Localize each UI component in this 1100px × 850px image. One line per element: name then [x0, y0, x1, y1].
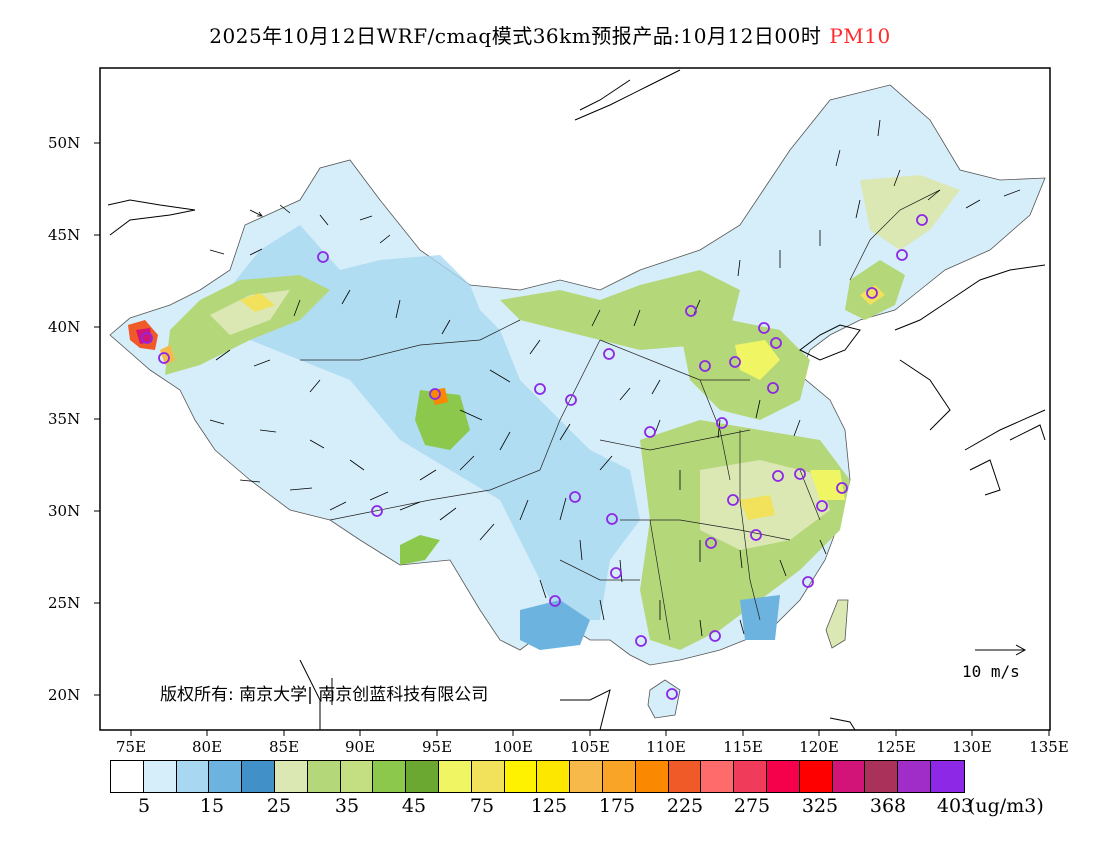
lon-label-75e: 75E [115, 738, 147, 756]
lon-label-115e: 115E [723, 738, 763, 756]
lon-label-130e: 130E [952, 738, 992, 756]
lon-label-95e: 95E [421, 738, 453, 756]
legend-swatch [373, 761, 407, 792]
wind-vectors [209, 119, 1021, 637]
legend-swatch [766, 761, 800, 792]
legend-swatch [242, 761, 275, 792]
lon-label-80e: 80E [191, 738, 223, 756]
legend-swatch [930, 761, 964, 792]
lat-label-25n: 25N [48, 594, 81, 612]
lat-label-50n: 50N [48, 134, 81, 152]
legend-label: 175 [598, 795, 636, 817]
lat-label-20n: 20N [48, 686, 81, 704]
legend-unit: (ug/m3) [968, 795, 1044, 817]
copyright-text: 版权所有: 南京大学| 南京创蓝科技有限公司 [160, 685, 489, 705]
wind-reference-label: 10 m/s [962, 662, 1020, 681]
legend-swatch [799, 761, 833, 792]
province-borders [300, 189, 941, 641]
legend-swatch [898, 761, 931, 792]
legend-swatch [340, 761, 374, 792]
legend-swatch [471, 761, 505, 792]
legend-swatch [504, 761, 538, 792]
lat-label-45n: 45N [48, 226, 81, 244]
legend-label: 5 [137, 795, 151, 817]
legend-swatch [209, 761, 243, 792]
legend-swatch [602, 761, 636, 792]
lon-label-125e: 125E [876, 738, 916, 756]
legend-label: 25 [266, 795, 292, 817]
legend-label: 275 [733, 795, 771, 817]
legend-swatch [274, 761, 308, 792]
legend-label: 325 [801, 795, 839, 817]
legend-label: 45 [401, 795, 427, 817]
legend-swatch [307, 761, 341, 792]
lon-label-85e: 85E [268, 738, 300, 756]
legend-swatch [406, 761, 439, 792]
legend-label: 35 [334, 795, 360, 817]
legend-label: 403 [936, 795, 974, 817]
legend-swatch [832, 761, 866, 792]
concentration-field [128, 175, 960, 650]
legend-label: 368 [869, 795, 907, 817]
lon-label-105e: 105E [570, 738, 610, 756]
legend-swatch [701, 761, 735, 792]
station-markers [141, 214, 928, 700]
lon-label-110e: 110E [646, 738, 686, 756]
map-title: 2025年10月12日WRF/cmaq模式36km预报产品:10月12日00时 P… [0, 20, 1100, 49]
legend-swatch [537, 761, 571, 792]
legend-label: 75 [469, 795, 495, 817]
legend-swatch [111, 761, 144, 792]
axis-ticks [94, 142, 1050, 736]
color-legend [110, 760, 965, 793]
title-text: 2025年10月12日WRF/cmaq模式36km预报产品:10月12日00时 [209, 24, 822, 48]
lon-label-100e: 100E [493, 738, 533, 756]
legend-swatch [668, 761, 702, 792]
lat-label-35n: 35N [48, 410, 81, 428]
lon-label-135e: 135E [1029, 738, 1069, 756]
lon-label-90e: 90E [344, 738, 376, 756]
legend-swatch [438, 761, 472, 792]
lat-label-30n: 30N [48, 502, 81, 520]
legend-swatch [635, 761, 669, 792]
lon-label-120e: 120E [799, 738, 839, 756]
coastlines [107, 69, 1046, 731]
wind-reference-arrow [975, 644, 1027, 656]
pollutant-label: PM10 [829, 24, 891, 48]
lat-label-40n: 40N [48, 318, 81, 336]
legend-label: 15 [199, 795, 225, 817]
legend-swatch [176, 761, 210, 792]
legend-swatch [143, 761, 177, 792]
legend-swatch [570, 761, 603, 792]
legend-swatch [734, 761, 767, 792]
legend-label: 225 [666, 795, 704, 817]
legend-swatch [865, 761, 899, 792]
legend-label: 125 [530, 795, 568, 817]
